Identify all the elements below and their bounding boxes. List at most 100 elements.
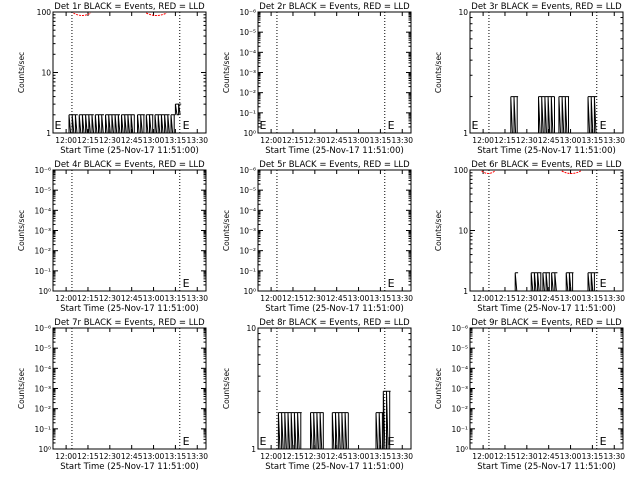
- e-marker: E: [388, 119, 395, 132]
- y-tick-label: 10⁻¹: [239, 109, 256, 118]
- y-axis-label: Counts/sec: [222, 210, 231, 251]
- x-tick-label: 12:00: [260, 136, 282, 145]
- x-tick-label: 12:30: [99, 136, 121, 145]
- x-tick-label: 13:15: [370, 136, 392, 145]
- x-tick-label: 12:30: [516, 452, 538, 461]
- events-trace-segment: [154, 114, 170, 134]
- x-tick-label: 12:00: [55, 136, 77, 145]
- y-tick-label: 10⁻⁶: [34, 166, 51, 175]
- x-axis-label: Start Time (25-Nov-17 11:51:00): [60, 146, 199, 156]
- x-tick-label: 13:30: [391, 452, 413, 461]
- y-tick-label: 10⁻⁵: [239, 28, 256, 37]
- lld-trace-segment: [481, 170, 496, 174]
- x-tick-label: 13:30: [186, 136, 208, 145]
- events-trace-segment: [375, 412, 384, 450]
- x-tick-label: 12:45: [121, 452, 143, 461]
- panel-title: Det 7r BLACK = Events, RED = LLD: [54, 318, 205, 328]
- x-tick-label: 12:00: [260, 294, 282, 303]
- y-tick-label: 1: [46, 129, 51, 138]
- plot-frame: [52, 169, 207, 292]
- x-tick-label: 13:00: [560, 294, 582, 303]
- x-tick-label: 13:30: [391, 136, 413, 145]
- panel-title: Det 8r BLACK = Events, RED = LLD: [259, 318, 410, 328]
- e-marker: E: [54, 119, 61, 132]
- y-axis-label: Counts/sec: [222, 52, 231, 93]
- events-trace-segment: [170, 114, 176, 134]
- events-trace-segment: [510, 96, 519, 134]
- y-axis-label: Counts/sec: [434, 210, 443, 251]
- y-tick-label: 10⁻²: [451, 405, 468, 414]
- e-marker: E: [388, 435, 395, 448]
- y-tick-label: 10⁻⁴: [34, 364, 51, 373]
- x-tick-label: 13:15: [165, 452, 187, 461]
- events-trace-segment: [514, 272, 519, 292]
- x-tick-label: 13:30: [603, 294, 625, 303]
- x-tick-label: 13:30: [186, 452, 208, 461]
- y-tick-label: 10⁰: [38, 287, 51, 296]
- events-trace-segment: [565, 272, 574, 292]
- events-trace-segment: [587, 96, 597, 134]
- y-tick-label: 10⁻⁵: [34, 186, 51, 195]
- y-tick-label: 100: [37, 8, 52, 17]
- y-tick-label: 10⁻¹: [451, 425, 468, 434]
- x-tick-label: 12:30: [99, 294, 121, 303]
- y-tick-label: 1: [463, 129, 468, 138]
- x-tick-label: 13:00: [348, 294, 370, 303]
- panel-5: Det 5r BLACK = Events, RED = LLD 12:00 12:…: [222, 160, 413, 314]
- y-tick-label: 10⁻⁴: [239, 206, 256, 215]
- panel-title: Det 2r BLACK = Events, RED = LLD: [259, 2, 410, 12]
- y-axis-label: Counts/sec: [222, 368, 231, 409]
- x-tick-label: 12:15: [77, 294, 99, 303]
- x-tick-label: 12:30: [516, 136, 538, 145]
- y-tick-label: 10⁻⁶: [239, 8, 256, 17]
- x-tick-label: 12:15: [77, 452, 99, 461]
- x-tick-label: 12:45: [538, 294, 560, 303]
- x-tick-label: 12:30: [304, 136, 326, 145]
- x-tick-label: 13:00: [143, 136, 165, 145]
- x-tick-label: 12:00: [472, 452, 494, 461]
- lld-trace-segment: [146, 12, 167, 16]
- x-tick-label: 13:00: [143, 294, 165, 303]
- x-axis-label: Start Time (25-Nov-17 11:51:00): [265, 462, 404, 472]
- x-tick-label: 13:00: [143, 452, 165, 461]
- panel-title: Det 5r BLACK = Events, RED = LLD: [259, 160, 410, 170]
- events-trace-segment: [530, 272, 542, 292]
- y-tick-label: 10: [458, 227, 468, 236]
- x-tick-label: 13:30: [603, 452, 625, 461]
- y-tick-label: 10⁻⁶: [34, 324, 51, 333]
- y-tick-label: 10⁰: [243, 129, 256, 138]
- events-trace-segment: [105, 114, 121, 134]
- panel-title: Det 3r BLACK = Events, RED = LLD: [471, 2, 622, 12]
- y-tick-label: 10⁰: [243, 287, 256, 296]
- events-trace-segment: [551, 272, 558, 292]
- x-tick-label: 13:00: [560, 136, 582, 145]
- x-tick-label: 12:45: [121, 294, 143, 303]
- x-tick-label: 12:15: [77, 136, 99, 145]
- events-trace-segment: [542, 272, 551, 292]
- events-trace-segment: [277, 412, 302, 450]
- e-marker: E: [600, 119, 607, 132]
- y-tick-label: 10⁰: [38, 445, 51, 454]
- lld-trace-segment: [561, 170, 581, 174]
- x-tick-label: 12:45: [326, 294, 348, 303]
- x-tick-label: 12:00: [260, 452, 282, 461]
- x-tick-label: 12:30: [304, 294, 326, 303]
- e-marker: E: [388, 277, 395, 290]
- x-tick-label: 13:00: [560, 452, 582, 461]
- x-tick-label: 13:15: [370, 294, 392, 303]
- plot-frame: [469, 11, 624, 134]
- x-tick-label: 12:45: [538, 452, 560, 461]
- events-trace-segment: [137, 114, 145, 134]
- y-tick-label: 10⁻⁶: [451, 324, 468, 333]
- plot-frame: [257, 169, 412, 292]
- events-trace-segment: [382, 390, 391, 450]
- y-tick-label: 10⁻⁴: [239, 48, 256, 57]
- events-trace-segment: [310, 412, 324, 450]
- events-trace-segment: [587, 272, 596, 292]
